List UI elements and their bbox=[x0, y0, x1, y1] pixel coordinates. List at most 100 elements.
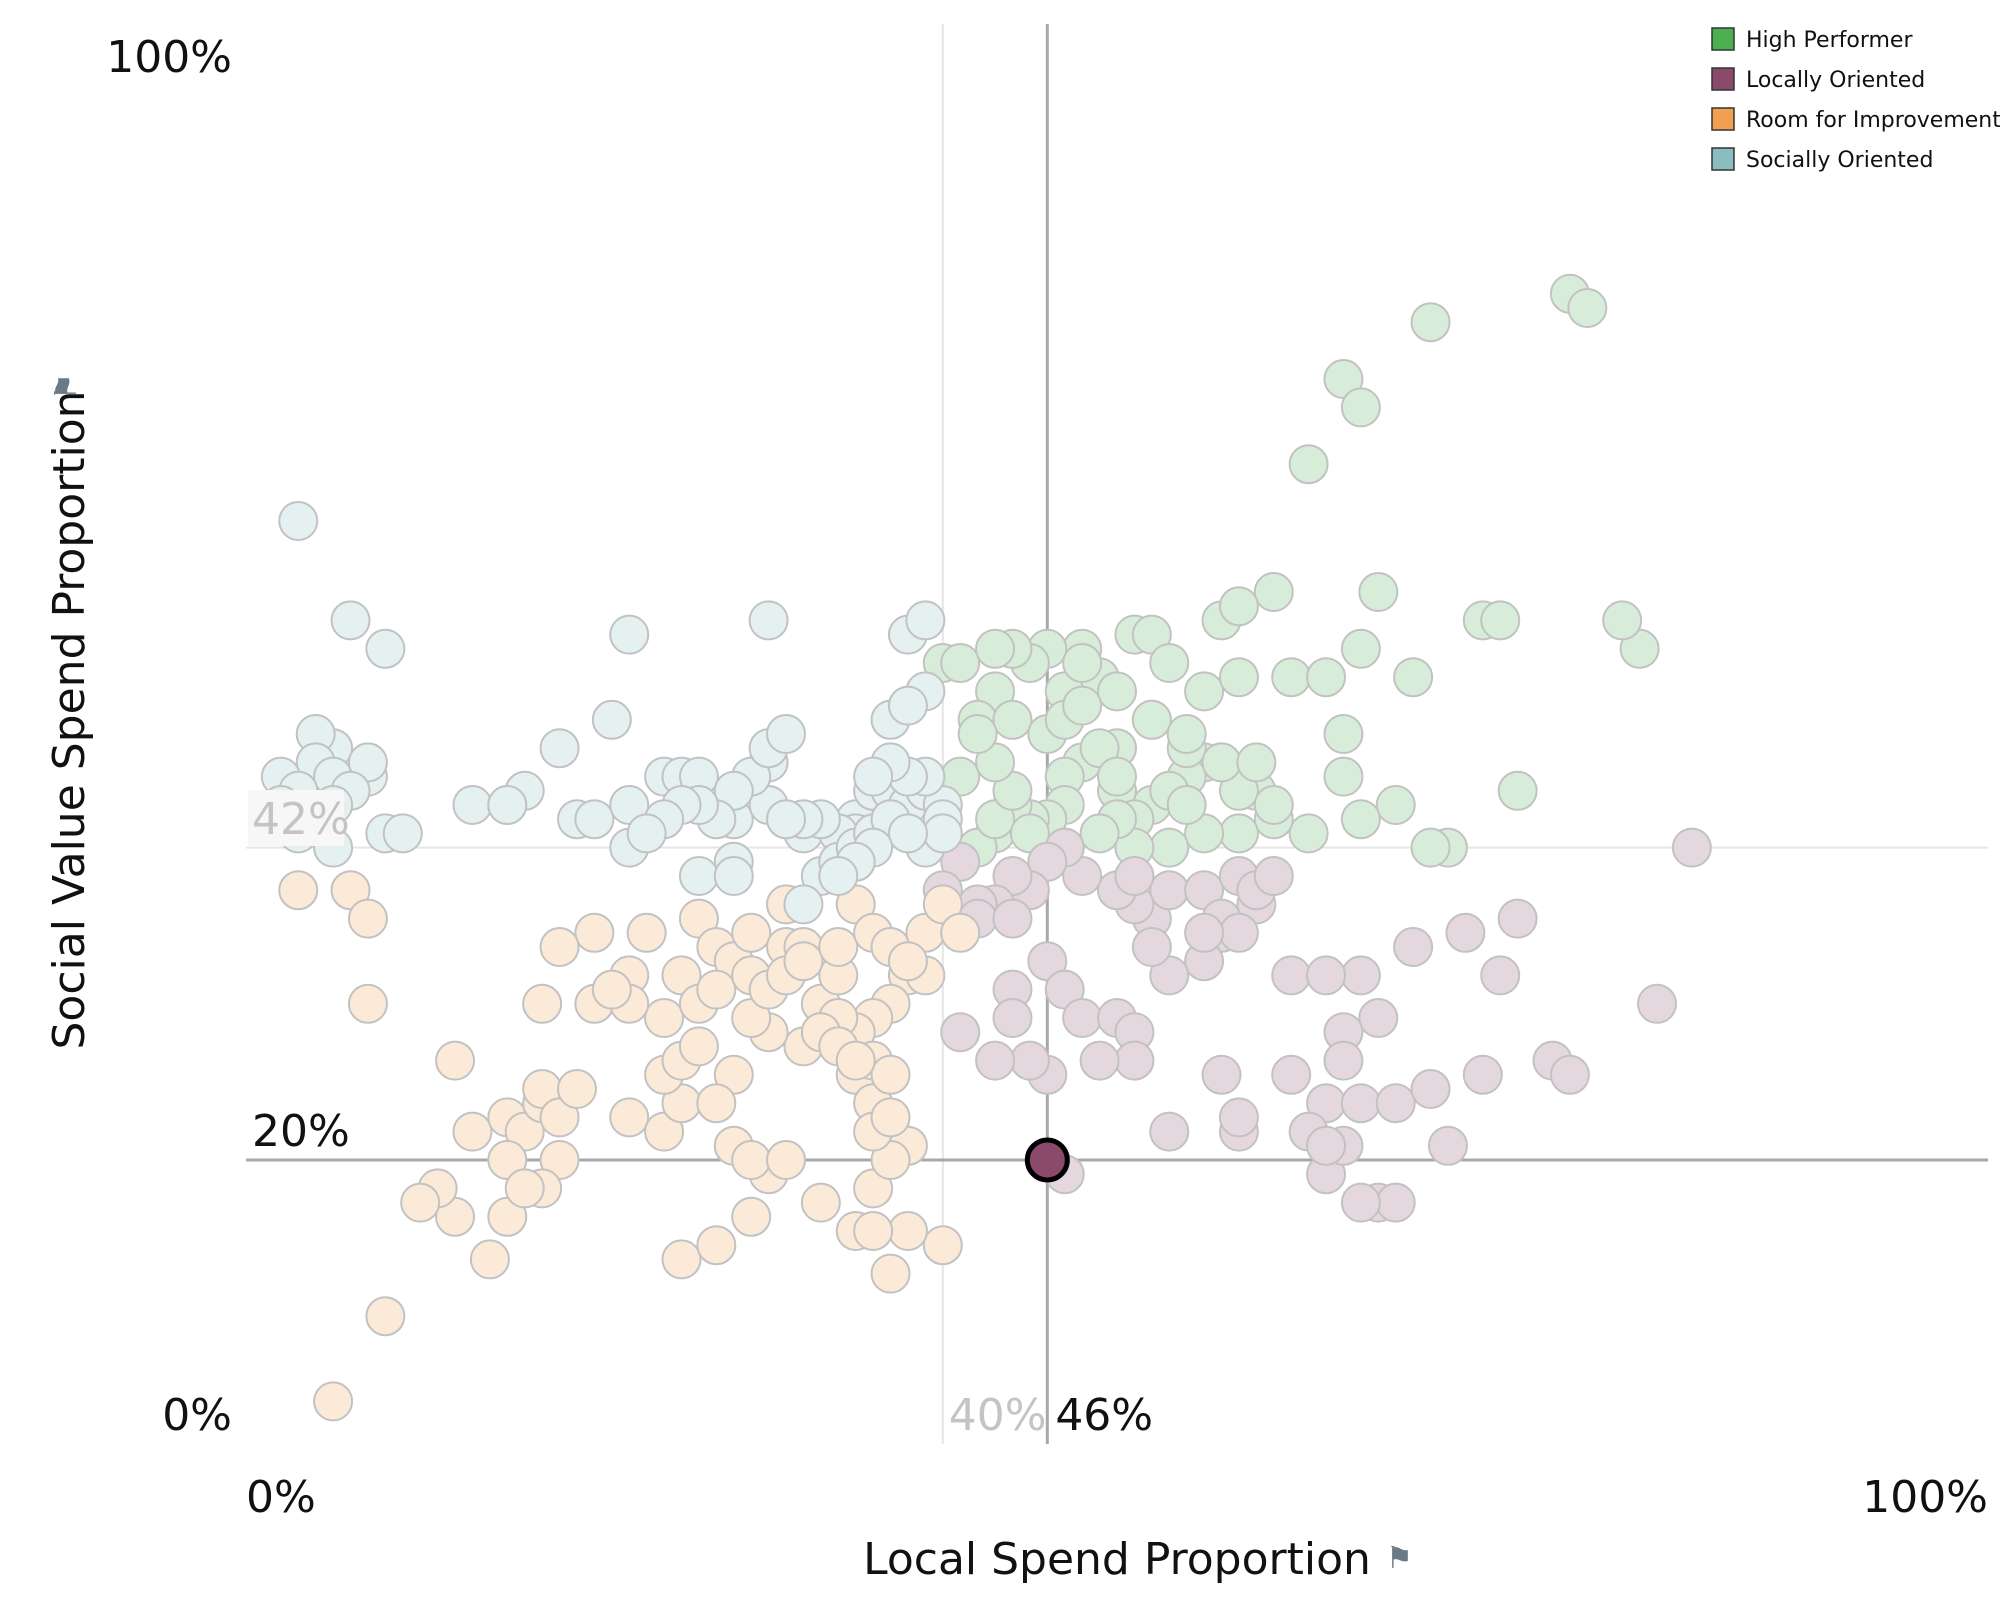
data-point[interactable] bbox=[1567, 288, 1608, 328]
data-point[interactable] bbox=[539, 728, 580, 769]
data-point[interactable] bbox=[1462, 1054, 1503, 1095]
data-point[interactable] bbox=[1218, 657, 1259, 698]
legend-swatch[interactable] bbox=[1711, 147, 1735, 171]
data-point[interactable] bbox=[626, 813, 667, 854]
data-point[interactable] bbox=[713, 856, 754, 896]
data-point[interactable] bbox=[347, 898, 388, 939]
data-point[interactable] bbox=[1393, 927, 1434, 967]
data-point[interactable] bbox=[992, 998, 1033, 1038]
data-point[interactable] bbox=[1218, 586, 1259, 627]
data-point[interactable] bbox=[1218, 1097, 1259, 1138]
data-point[interactable] bbox=[731, 912, 772, 953]
data-point[interactable] bbox=[1097, 671, 1137, 712]
data-point[interactable] bbox=[1358, 998, 1399, 1038]
y-axis-pin-icon[interactable]: ⚑ bbox=[49, 373, 84, 400]
data-point[interactable] bbox=[1358, 572, 1399, 612]
data-point[interactable] bbox=[452, 785, 493, 825]
data-point[interactable] bbox=[1131, 699, 1172, 740]
data-point[interactable] bbox=[1009, 1040, 1050, 1081]
data-point[interactable] bbox=[800, 1182, 841, 1223]
legend-swatch[interactable] bbox=[1711, 27, 1735, 51]
data-point[interactable] bbox=[1271, 955, 1312, 996]
data-point[interactable] bbox=[1340, 628, 1381, 669]
data-point[interactable] bbox=[1323, 756, 1364, 797]
legend-label[interactable]: High Performer bbox=[1746, 28, 1913, 53]
data-point[interactable] bbox=[870, 1054, 911, 1095]
data-point[interactable] bbox=[678, 856, 719, 896]
data-point[interactable] bbox=[1166, 785, 1207, 825]
data-point[interactable] bbox=[1480, 955, 1521, 996]
data-point[interactable] bbox=[452, 1111, 493, 1152]
data-point[interactable] bbox=[1149, 827, 1190, 868]
data-point[interactable] bbox=[992, 898, 1033, 939]
data-point[interactable] bbox=[887, 813, 928, 854]
data-point[interactable] bbox=[905, 600, 946, 641]
data-point[interactable] bbox=[574, 799, 615, 840]
data-point[interactable] bbox=[922, 813, 963, 854]
data-point[interactable] bbox=[400, 1182, 441, 1223]
data-point[interactable] bbox=[1271, 1054, 1312, 1095]
data-point[interactable] bbox=[1637, 983, 1678, 1024]
data-point[interactable] bbox=[975, 1040, 1016, 1081]
data-point[interactable] bbox=[435, 1040, 476, 1081]
data-point[interactable] bbox=[1184, 912, 1225, 953]
data-point[interactable] bbox=[591, 969, 632, 1010]
data-point[interactable] bbox=[1079, 813, 1120, 854]
legend-swatch[interactable] bbox=[1711, 67, 1735, 91]
data-point[interactable] bbox=[522, 983, 563, 1024]
data-point[interactable] bbox=[1340, 1182, 1381, 1223]
data-point[interactable] bbox=[992, 699, 1033, 740]
data-point[interactable] bbox=[1149, 1111, 1190, 1152]
data-point[interactable] bbox=[887, 685, 928, 726]
data-point[interactable] bbox=[1288, 813, 1329, 854]
data-point[interactable] bbox=[1323, 714, 1364, 754]
data-point[interactable] bbox=[1236, 742, 1277, 783]
data-point[interactable] bbox=[748, 600, 789, 641]
data-point[interactable] bbox=[696, 1225, 737, 1266]
data-point[interactable] bbox=[313, 1381, 354, 1422]
legend-label[interactable]: Locally Oriented bbox=[1746, 68, 1925, 93]
data-point[interactable] bbox=[940, 912, 981, 953]
data-point[interactable] bbox=[626, 912, 667, 953]
data-point[interactable] bbox=[469, 1239, 510, 1280]
data-point[interactable] bbox=[1393, 657, 1434, 698]
data-point[interactable] bbox=[539, 927, 580, 967]
data-point[interactable] bbox=[591, 699, 632, 740]
data-point[interactable] bbox=[1497, 770, 1538, 811]
data-point[interactable] bbox=[556, 1069, 597, 1109]
data-point[interactable] bbox=[853, 756, 894, 797]
data-point[interactable] bbox=[1549, 1054, 1590, 1095]
data-point[interactable] bbox=[940, 1012, 981, 1053]
data-point[interactable] bbox=[1410, 302, 1451, 343]
data-point[interactable] bbox=[887, 941, 928, 982]
data-point[interactable] bbox=[1288, 444, 1329, 485]
data-point[interactable] bbox=[783, 884, 824, 925]
data-point[interactable] bbox=[1062, 643, 1103, 683]
data-point[interactable] bbox=[1079, 1040, 1120, 1081]
data-point[interactable] bbox=[957, 714, 998, 754]
data-point[interactable] bbox=[1149, 870, 1190, 911]
data-point[interactable] bbox=[766, 714, 807, 754]
data-point[interactable] bbox=[1149, 643, 1190, 683]
data-point[interactable] bbox=[1201, 742, 1242, 783]
x-axis-pin-icon[interactable]: ⚑ bbox=[1386, 1541, 1413, 1576]
data-point[interactable] bbox=[783, 941, 824, 982]
data-point[interactable] bbox=[975, 628, 1016, 669]
data-point[interactable] bbox=[766, 799, 807, 840]
data-point[interactable] bbox=[1410, 1069, 1451, 1109]
data-point[interactable] bbox=[504, 1168, 545, 1209]
data-point[interactable] bbox=[278, 870, 319, 911]
data-point[interactable] bbox=[1375, 1083, 1416, 1124]
data-point[interactable] bbox=[1602, 600, 1643, 641]
legend-swatch[interactable] bbox=[1711, 107, 1735, 131]
legend-label[interactable]: Socially Oriented bbox=[1746, 148, 1933, 173]
data-point[interactable] bbox=[1306, 955, 1347, 996]
data-point[interactable] bbox=[731, 1140, 772, 1180]
selected-data-point[interactable] bbox=[1024, 1137, 1070, 1183]
data-point[interactable] bbox=[940, 643, 981, 683]
data-point[interactable] bbox=[1306, 1125, 1347, 1166]
data-point[interactable] bbox=[922, 1225, 963, 1266]
data-point[interactable] bbox=[887, 1211, 928, 1251]
data-point[interactable] bbox=[609, 614, 650, 655]
data-point[interactable] bbox=[1114, 856, 1155, 896]
